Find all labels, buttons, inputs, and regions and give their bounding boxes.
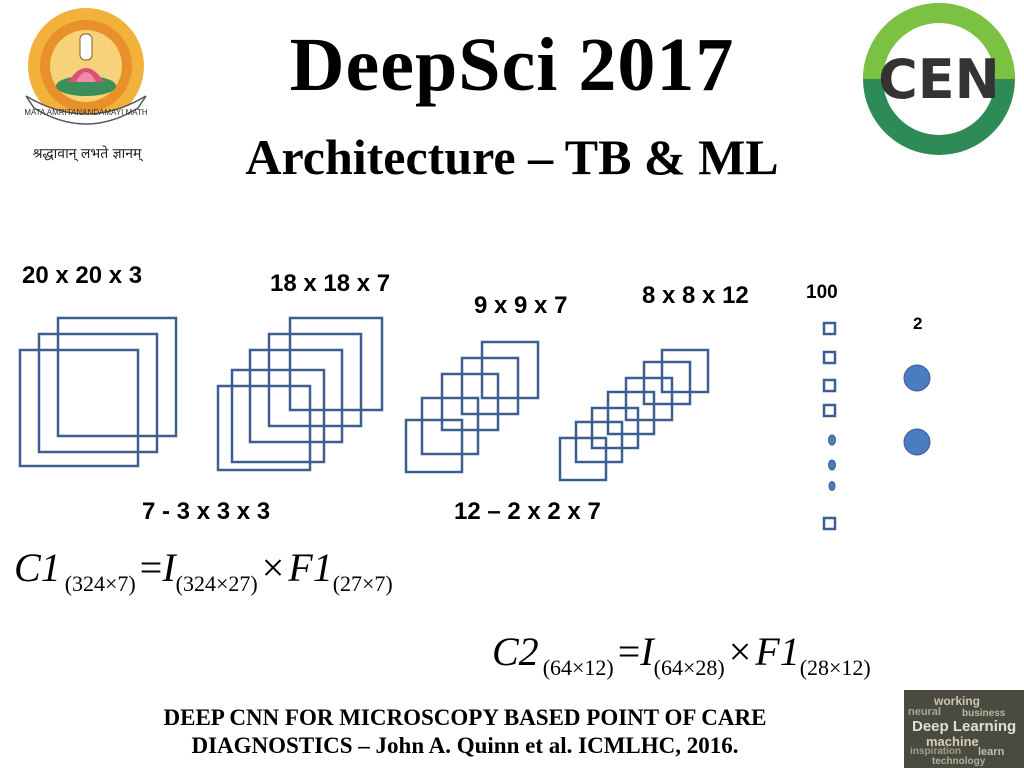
wordcloud-word: technology [932, 756, 986, 767]
layer-label-pool1: 9 x 9 x 7 [474, 292, 568, 319]
layer-label-dense: 100 [806, 282, 838, 303]
ellipsis-dot [828, 481, 836, 491]
pool1-slice [420, 396, 480, 456]
wordcloud-word: machine [926, 734, 979, 749]
eq1-input-sub: (324×27) [175, 571, 258, 596]
eq2-lhs: C2 [492, 629, 539, 674]
citation-footer: DEEP CNN FOR MICROSCOPY BASED POINT OF C… [40, 704, 890, 760]
eq1-lhs: C1 [14, 545, 61, 590]
cen-logo-text: CEN [878, 48, 1000, 111]
pool1-slice [404, 418, 464, 474]
conv1-slice [248, 348, 344, 444]
eq2-filter-sub: (28×12) [799, 655, 871, 680]
pool1-volume [404, 340, 540, 474]
eq2-input: I [640, 629, 654, 674]
conv2-slice [558, 436, 608, 482]
pool1-slice [480, 340, 540, 400]
logo-ring-text: MATA AMRITANANDAMAYI MATH [24, 108, 148, 117]
pool1-slice [460, 356, 520, 416]
dense-node [822, 321, 837, 336]
equation-c2: C2 (64×12) =I(64×28) × F1(28×12) [492, 628, 871, 680]
layer-label-output: 2 [913, 314, 923, 333]
eq2-lhs-sub: (64×12) [542, 655, 614, 680]
conv1-volume [216, 316, 384, 472]
ellipsis-dot [828, 459, 836, 471]
page-subtitle: Architecture – TB & ML [245, 129, 779, 185]
conv2-slice [660, 348, 710, 394]
filter-label-conv2: 12 – 2 x 2 x 7 [454, 498, 601, 525]
filter-label-conv1: 7 - 3 x 3 x 3 [142, 498, 271, 525]
pool1-slice [440, 372, 500, 432]
eq2-equals: = [617, 629, 641, 674]
equation-c1: C1 (324×7) =I(324×27) × F1(27×7) [14, 544, 393, 596]
layer-label-input: 20 x 20 x 3 [22, 262, 143, 289]
eq2-filter: F1 [755, 629, 800, 674]
cen-ring-icon [863, 3, 1015, 155]
wordcloud-word: neural [908, 706, 942, 718]
eq1-times: × [261, 545, 285, 590]
conv1-slice [288, 316, 384, 412]
input-slice [37, 332, 159, 454]
amrita-emblem-icon [25, 8, 147, 125]
conv2-slice [606, 390, 656, 436]
eq1-filter-sub: (27×7) [332, 571, 393, 596]
eq1-equals: = [139, 545, 163, 590]
eq2-input-sub: (64×28) [653, 655, 725, 680]
input-slice [56, 316, 178, 438]
output-node [903, 364, 931, 392]
cen-logo: CEN [862, 2, 1016, 156]
deep-learning-wordcloud: working neural business Deep Learning ma… [904, 690, 1024, 768]
wordcloud-word: learn [978, 746, 1005, 758]
logo-motto: श्रद्धावान् लभते ज्ञानम् [32, 146, 142, 162]
conv2-slice [624, 376, 674, 422]
eq2-times: × [728, 629, 752, 674]
eq1-lhs-sub: (324×7) [64, 571, 136, 596]
wordcloud-word: inspiration [910, 746, 962, 757]
citation-line-1: DEEP CNN FOR MICROSCOPY BASED POINT OF C… [163, 705, 767, 730]
amrita-logo: MATA AMRITANANDAMAYI MATH श्रद्धावान् लभ… [6, 4, 166, 164]
conv1-slice [230, 368, 326, 464]
dense-node [822, 403, 837, 418]
eq1-filter: F1 [288, 545, 333, 590]
ellipsis-dot [828, 434, 836, 446]
conv2-slice [590, 406, 640, 450]
dense-node [822, 350, 837, 365]
layer-label-conv2: 8 x 8 x 12 [642, 282, 749, 309]
dense-node [822, 378, 837, 393]
eq1-input: I [162, 545, 176, 590]
wordcloud-word: business [962, 708, 1006, 719]
input-slice [18, 348, 140, 468]
wordcloud-word: working [934, 694, 981, 708]
conv1-slice [267, 332, 363, 428]
output-node [903, 428, 931, 456]
dense-node [822, 516, 837, 531]
dense-layer [822, 321, 837, 531]
cnn-architecture-diagram [18, 316, 931, 531]
wordcloud-word: Deep Learning [912, 718, 1017, 735]
layer-label-conv1: 18 x 18 x 7 [270, 270, 391, 297]
conv2-slice [642, 360, 692, 406]
citation-line-2: DIAGNOSTICS – John A. Quinn et al. ICMLH… [191, 733, 739, 758]
conv2-volume [558, 348, 710, 482]
conv2-slice [574, 420, 624, 464]
conv1-slice [216, 384, 312, 472]
page-title: DeepSci 2017 [289, 23, 735, 107]
input-volume [18, 316, 178, 468]
